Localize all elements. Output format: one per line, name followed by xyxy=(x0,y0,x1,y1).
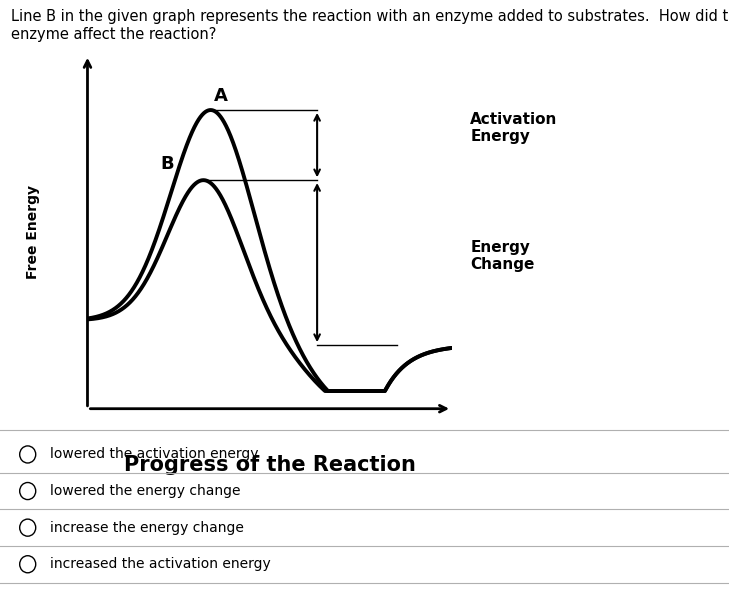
Text: lowered the energy change: lowered the energy change xyxy=(50,484,240,498)
Text: increase the energy change: increase the energy change xyxy=(50,521,243,534)
Text: Energy
Change: Energy Change xyxy=(470,240,534,273)
Text: increased the activation energy: increased the activation energy xyxy=(50,558,270,571)
Text: lowered the activation energy: lowered the activation energy xyxy=(50,448,258,461)
Text: enzyme affect the reaction?: enzyme affect the reaction? xyxy=(11,27,217,43)
Text: Free Energy: Free Energy xyxy=(26,185,40,279)
Text: B: B xyxy=(160,155,174,173)
Text: Line B in the given graph represents the reaction with an enzyme added to substr: Line B in the given graph represents the… xyxy=(11,9,729,24)
Text: A: A xyxy=(214,87,228,105)
Text: Activation
Energy: Activation Energy xyxy=(470,112,558,145)
Text: Progress of the Reaction: Progress of the Reaction xyxy=(124,454,416,475)
